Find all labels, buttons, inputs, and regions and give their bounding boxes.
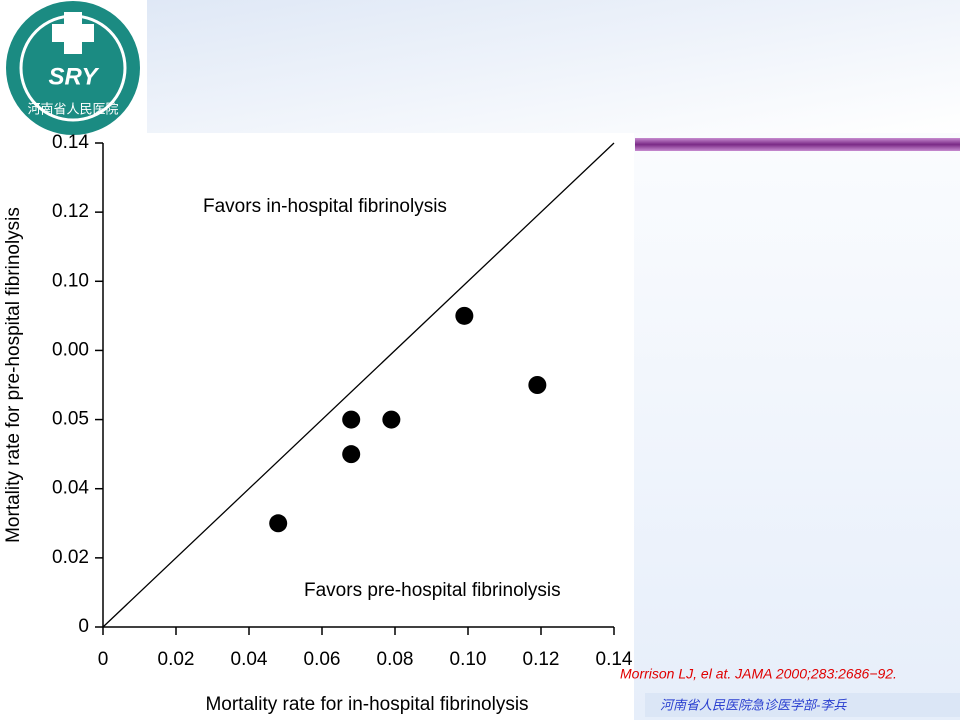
chart-area	[0, 133, 634, 720]
x-tick-label: 0.02	[158, 649, 195, 670]
x-tick-label: 0.12	[523, 649, 560, 670]
logo: SRY 河南省人民医院	[0, 0, 147, 137]
x-axis-label: Mortality rate for in-hospital fibrinoly…	[205, 694, 528, 715]
x-tick-label: 0.10	[450, 649, 487, 670]
point	[269, 514, 288, 533]
point	[528, 376, 547, 394]
y-tick-label: 0.05	[52, 409, 89, 430]
x-tick-label: 0	[98, 649, 109, 670]
x-tick-label: 0.08	[377, 649, 414, 670]
x-tick-label: 0.04	[231, 649, 268, 670]
x-tick-label: 0.06	[304, 649, 341, 670]
y-tick-label: 0.02	[52, 547, 89, 568]
annotation: Favors pre-hospital fibrinolysis	[304, 580, 561, 601]
y-tick-label: 0.12	[52, 201, 89, 222]
y-axis-label: Mortality rate for pre-hospital fibrinol…	[3, 207, 24, 543]
decor-band	[635, 138, 960, 151]
logo-text: SRY	[49, 63, 100, 90]
y-tick-label: 0.10	[52, 270, 89, 291]
y-tick-label: 0.14	[52, 132, 89, 153]
point	[342, 445, 361, 464]
point	[342, 410, 361, 429]
annotation: Favors in-hospital fibrinolysis	[203, 196, 447, 217]
y-tick-label: 0.04	[52, 478, 89, 499]
reference-line	[102, 142, 615, 628]
citation: Morrison LJ, el at. JAMA 2000;283:2686−9…	[620, 666, 897, 682]
x-tick-label: 0.14	[596, 649, 633, 670]
point	[455, 306, 474, 325]
footer-box	[645, 693, 960, 717]
y-tick-label: 0	[78, 616, 89, 637]
logo-caption: 河南省人民医院	[27, 101, 118, 116]
y-tick-label: 0.00	[52, 339, 89, 360]
footer: 河南省人民医院急诊医学部-李兵	[660, 697, 847, 712]
chart: 0 0.02 0.04 0.05 0.00 0.10 0.12 0.14 0 0.02 0.04 0.…	[3, 132, 633, 715]
point	[382, 410, 401, 429]
header-band	[147, 0, 960, 133]
